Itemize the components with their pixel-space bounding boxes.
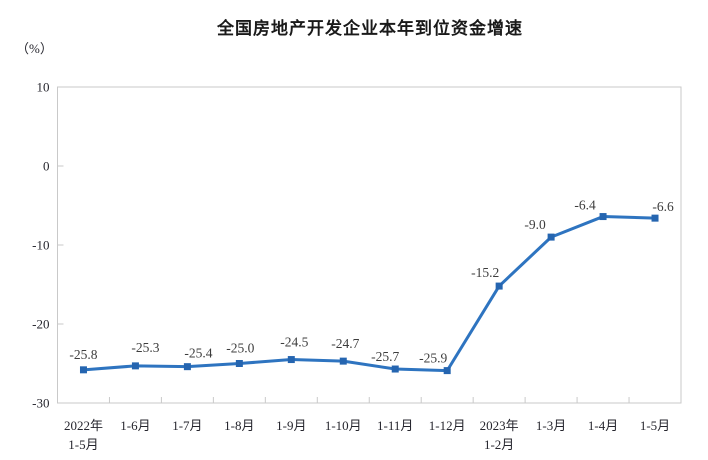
data-point-marker — [235, 360, 243, 367]
data-point-marker — [79, 366, 87, 374]
y-axis-tick-label: -10 — [32, 238, 49, 253]
x-axis-category-label: 2023年 1-2月 — [480, 418, 519, 452]
x-axis-category-label: 1-10月 — [325, 418, 362, 433]
x-axis-category-label: 1-5月 — [640, 418, 670, 433]
x-axis-category-label: 1-3月 — [536, 418, 566, 433]
y-axis-unit-label: （%） — [16, 41, 53, 56]
series-line — [81, 215, 657, 373]
data-point-marker — [547, 233, 555, 241]
data-point-marker — [495, 282, 503, 290]
data-point-marker — [131, 362, 139, 370]
data-point-label: -25.9 — [419, 351, 447, 366]
data-point-label: -9.0 — [524, 217, 546, 232]
data-point-marker — [651, 214, 659, 222]
y-axis-tick-label: 10 — [37, 80, 50, 95]
x-axis-category-label: 2022年 1-5月 — [64, 418, 103, 452]
data-point-marker — [287, 356, 295, 364]
x-axis-category-label: 1-12月 — [429, 418, 466, 433]
data-point-marker — [183, 363, 191, 371]
data-point-label: -25.7 — [371, 349, 399, 364]
data-point-marker — [443, 367, 451, 375]
data-point-marker — [391, 365, 399, 373]
chart-title: 全国房地产开发企业本年到位资金增速 — [217, 19, 523, 38]
data-point-label: -25.8 — [69, 347, 97, 362]
data-point-label: -15.2 — [471, 265, 499, 280]
x-axis-category-label: 1-4月 — [588, 418, 618, 433]
data-point-label: -24.7 — [331, 336, 359, 351]
data-point-label: -6.4 — [574, 198, 596, 213]
data-point-marker — [339, 357, 347, 365]
data-point-label: -25.3 — [131, 340, 159, 355]
plot-area-border — [57, 86, 682, 404]
x-axis-category-label: 1-6月 — [120, 418, 150, 433]
y-axis-tick-label: -30 — [32, 396, 49, 411]
data-point-marker — [599, 213, 607, 221]
data-point-label: -25.0 — [226, 341, 254, 356]
x-axis-category-label: 1-8月 — [224, 418, 254, 433]
x-axis-category-label: 1-7月 — [172, 418, 202, 433]
x-axis-category-label: 1-9月 — [276, 418, 306, 433]
x-axis-category-label: 1-11月 — [377, 418, 413, 433]
data-point-label: -25.4 — [184, 346, 212, 361]
y-axis-tick-label: 0 — [43, 159, 50, 174]
data-point-label: -6.6 — [652, 199, 674, 214]
y-axis-tick-label: -20 — [32, 317, 49, 332]
data-point-label: -24.5 — [280, 335, 308, 350]
